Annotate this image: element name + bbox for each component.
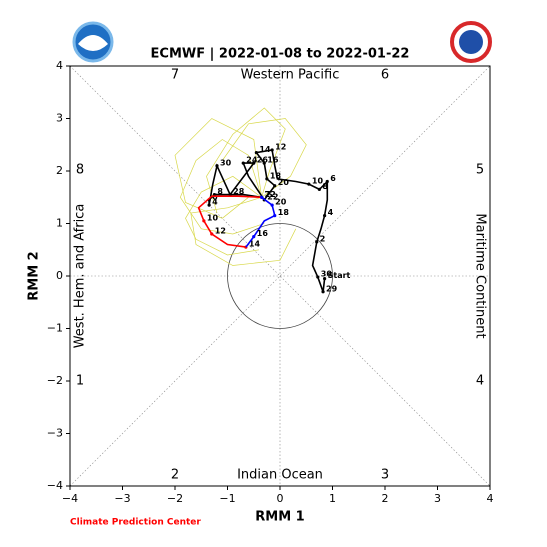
x-tick-label: 4 <box>487 492 494 505</box>
point-label: 30 <box>220 158 232 167</box>
point-label: 12 <box>275 143 286 152</box>
y-axis-label: RMM 2 <box>27 251 42 300</box>
point-marker <box>315 240 319 244</box>
phase-annotation: 2 <box>171 468 179 483</box>
point-marker <box>325 179 329 184</box>
nws-logo-center <box>459 30 483 54</box>
point-label: 10 <box>312 177 324 186</box>
y-tick-label: 3 <box>56 112 63 125</box>
series-line <box>208 149 329 293</box>
phase-annotation: West. Hem. and Africa <box>73 204 88 349</box>
point-marker <box>307 182 311 186</box>
phase-annotation: Western Pacific <box>241 68 340 83</box>
point-label: 26 <box>257 156 269 165</box>
point-label: 18 <box>278 208 290 217</box>
series-line <box>174 118 262 219</box>
y-tick-label: −4 <box>47 479 63 492</box>
x-tick-label: −3 <box>114 492 130 505</box>
point-marker <box>210 232 214 236</box>
chart-title: ECMWF | 2022-01-08 to 2022-01-22 <box>151 47 410 62</box>
series-line <box>190 196 297 266</box>
diagonal <box>69 65 491 487</box>
point-label: 20 <box>275 198 287 207</box>
point-marker <box>273 184 277 188</box>
point-label: 7 <box>265 190 271 199</box>
diagonal <box>69 65 491 487</box>
x-tick-label: 2 <box>382 492 389 505</box>
point-marker <box>273 214 277 218</box>
phase-annotation: 5 <box>476 163 484 178</box>
point-marker <box>321 290 325 294</box>
y-tick-label: 4 <box>56 59 63 72</box>
footer-credit: Climate Prediction Center <box>70 518 201 528</box>
point-label: 18 <box>270 171 282 180</box>
y-tick-label: −1 <box>47 322 63 335</box>
x-tick-label: −1 <box>219 492 235 505</box>
unit-circle <box>227 223 333 329</box>
noaa-logo-bird <box>78 35 108 51</box>
point-label: 12 <box>215 227 226 236</box>
point-marker <box>207 203 211 207</box>
x-tick-label: −2 <box>167 492 183 505</box>
phase-annotation: 6 <box>381 68 389 83</box>
point-marker <box>262 161 266 165</box>
point-marker <box>241 161 245 165</box>
x-tick-label: 1 <box>329 492 336 505</box>
y-tick-label: 0 <box>56 269 63 282</box>
point-label: 4 <box>212 198 218 207</box>
point-label: 30 <box>321 270 333 279</box>
point-marker <box>260 195 264 199</box>
phase-annotation: 1 <box>76 374 84 389</box>
x-tick-label: −4 <box>62 492 78 505</box>
point-label: 22 <box>267 192 278 201</box>
point-label: 24 <box>246 156 258 165</box>
y-tick-label: 2 <box>56 164 63 177</box>
point-label: 2 <box>320 234 326 243</box>
x-tick-label: 0 <box>277 492 284 505</box>
point-label: 22 <box>265 190 276 199</box>
point-label: 14 <box>249 240 261 249</box>
x-tick-label: 3 <box>434 492 441 505</box>
point-marker <box>265 177 269 181</box>
series-line <box>245 196 276 248</box>
point-label: Start <box>328 271 351 280</box>
phase-annotation: Indian Ocean <box>237 468 323 483</box>
point-marker <box>316 275 320 279</box>
point-label: 16 <box>257 229 269 238</box>
y-tick-label: 1 <box>56 217 63 230</box>
series-line <box>179 139 265 235</box>
phase-annotation: 8 <box>76 163 84 178</box>
phase-annotation: 7 <box>171 68 179 83</box>
point-label: 14 <box>259 145 271 154</box>
point-label: 28 <box>233 187 245 196</box>
series-line <box>185 175 262 256</box>
point-label: 4 <box>328 208 334 217</box>
point-label: 29 <box>326 284 338 293</box>
point-label: 10 <box>207 213 219 222</box>
point-marker <box>215 164 219 168</box>
point-marker <box>323 277 327 281</box>
y-tick-label: −2 <box>47 374 63 387</box>
phase-annotation: 3 <box>381 468 389 483</box>
point-marker <box>202 219 206 223</box>
point-marker <box>317 187 321 191</box>
point-marker <box>254 151 258 155</box>
point-marker <box>323 214 327 218</box>
point-label: 16 <box>267 156 279 165</box>
phase-annotation: Maritime Continent <box>473 213 488 338</box>
series-line <box>197 195 262 248</box>
point-label: 20 <box>278 178 290 187</box>
point-label: 6 <box>330 174 336 183</box>
series-line <box>206 107 286 214</box>
point-marker <box>270 148 274 152</box>
point-marker <box>252 161 256 165</box>
point-marker <box>270 203 274 207</box>
x-axis-label: RMM 1 <box>255 510 304 525</box>
point-label: 8 <box>217 187 223 196</box>
y-tick-label: −3 <box>47 427 63 440</box>
point-label: 8 <box>322 182 328 191</box>
point-marker <box>252 235 256 239</box>
phase-annotation: 4 <box>476 374 484 389</box>
